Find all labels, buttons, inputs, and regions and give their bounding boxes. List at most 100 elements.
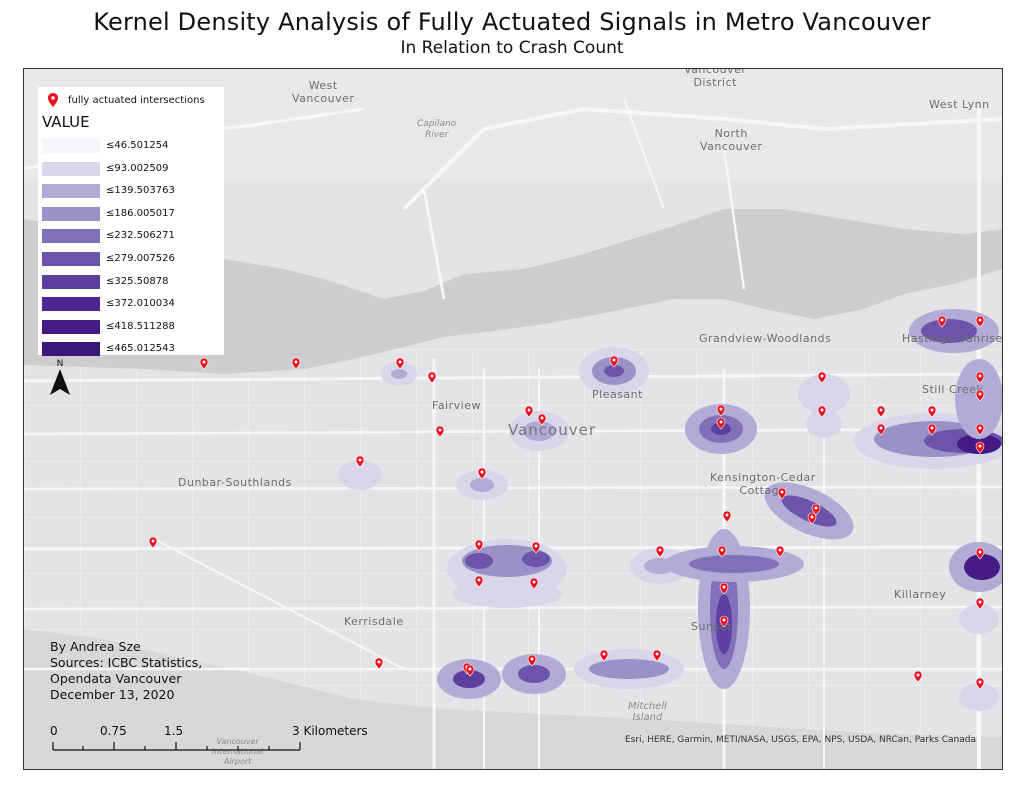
intersection-marker — [975, 441, 985, 454]
intersection-marker — [531, 541, 541, 554]
legend-marker-entry: fully actuated intersections — [48, 93, 205, 107]
legend-label: ≤186.005017 — [106, 207, 175, 219]
label-vancouver-airport: Vancouver International Airport — [212, 737, 264, 766]
basemap[interactable] — [24, 69, 1002, 769]
intersection-marker — [719, 582, 729, 595]
label-west-lynn: West Lynn — [929, 98, 990, 111]
credit-sources-2: Opendata Vancouver — [50, 671, 182, 686]
intersection-marker — [937, 315, 947, 328]
scale-bar-line — [52, 742, 301, 751]
intersection-marker — [291, 357, 301, 370]
legend-marker-label: fully actuated intersections — [68, 95, 205, 106]
attribution: Esri, HERE, Garmin, METI/NASA, USGS, EPA… — [624, 735, 976, 745]
intersection-marker — [474, 539, 484, 552]
legend-swatch — [42, 319, 100, 334]
intersection-marker — [599, 649, 609, 662]
intersection-marker — [817, 371, 827, 384]
label-killarney: Killarney — [894, 588, 947, 601]
intersection-marker — [927, 405, 937, 418]
intersection-marker — [427, 371, 437, 384]
legend-swatch — [42, 297, 100, 312]
legend-swatch — [42, 206, 100, 221]
intersection-marker — [537, 413, 547, 426]
legend-label: ≤279.007526 — [106, 253, 175, 264]
scale-tick-3km: 3 Kilometers — [292, 724, 368, 738]
intersection-marker — [477, 467, 487, 480]
intersection-marker — [374, 657, 384, 670]
intersection-marker — [811, 503, 821, 516]
label-north-vancouver: North Vancouver — [700, 127, 763, 153]
label-vancouver: Vancouver — [508, 421, 596, 439]
scale-bar: 0 0.75 1.5 3 Kilometers — [50, 724, 380, 754]
intersection-marker — [474, 575, 484, 588]
intersection-marker — [975, 371, 985, 384]
label-fairview: Fairview — [432, 399, 481, 412]
intersection-marker — [975, 597, 985, 610]
intersection-marker — [717, 545, 727, 558]
credit-sources-1: Sources: ICBC Statistics, — [50, 655, 203, 670]
intersection-marker — [148, 536, 158, 549]
intersection-marker — [527, 654, 537, 667]
credits: By Andrea Sze Sources: ICBC Statistics, … — [50, 639, 202, 703]
label-kensington-cedar-cottage: Kensington-Cedar Cottage — [710, 471, 816, 497]
intersection-marker — [609, 355, 619, 368]
intersection-marker — [435, 425, 445, 438]
legend-label: ≤93.002509 — [106, 162, 169, 174]
intersection-marker — [975, 423, 985, 436]
legend-swatch — [42, 184, 100, 199]
scale-tick-15: 1.5 — [164, 724, 184, 738]
map-title: Kernel Density Analysis of Fully Actuate… — [93, 8, 931, 36]
north-arrow-icon — [50, 369, 70, 395]
intersection-marker — [655, 545, 665, 558]
legend-label: ≤325.50878 — [106, 275, 169, 287]
intersection-markers — [148, 315, 985, 690]
legend-swatch — [42, 139, 100, 153]
intersection-marker — [913, 670, 923, 683]
fraser-river-water — [24, 629, 1002, 769]
label-north-vancouver-district: Vancouver District — [684, 68, 747, 89]
legend-value-title: VALUE — [42, 113, 90, 131]
legend-label: ≤46.501254 — [106, 140, 169, 151]
legend-swatch — [42, 342, 100, 357]
legend-label: ≤418.511288 — [106, 320, 175, 332]
label-kerrisdale: Kerrisdale — [344, 615, 404, 628]
map-subtitle: In Relation to Crash Count — [400, 38, 624, 58]
legend-label: ≤232.506271 — [106, 230, 175, 242]
map-pin-icon — [48, 93, 58, 107]
intersection-marker — [722, 510, 732, 523]
intersection-marker — [975, 547, 985, 560]
burrard-inlet-water — [24, 209, 1002, 374]
label-hastings-sunrise: Hastings-Sunrise — [902, 332, 1003, 345]
label-grandview-woodlands: Grandview-Woodlands — [699, 332, 832, 345]
intersection-marker — [652, 649, 662, 662]
scale-tick-0: 0 — [50, 724, 58, 738]
label-still-creek: Still Creek — [922, 383, 984, 396]
legend-swatch — [42, 161, 100, 176]
intersection-marker — [719, 615, 729, 628]
intersection-marker — [876, 405, 886, 418]
legend-swatch — [42, 252, 100, 266]
legend-label: ≤465.012543 — [106, 343, 175, 355]
intersection-marker — [927, 423, 937, 436]
legend-swatch — [42, 274, 100, 289]
intersection-marker — [524, 405, 534, 418]
map-frame[interactable]: West Vancouver Vancouver District North Van… — [23, 68, 1003, 770]
label-mitchell-island: Mitchell Island — [628, 701, 667, 723]
intersection-marker — [395, 357, 405, 370]
north-arrow: N — [50, 359, 70, 399]
intersection-marker — [817, 405, 827, 418]
legend-label: ≤139.503763 — [106, 185, 175, 197]
intersection-marker — [716, 404, 726, 417]
north-label: N — [56, 359, 64, 369]
legend: fully actuated intersections VALUE ≤46.5… — [38, 87, 224, 357]
intersection-marker — [876, 423, 886, 436]
credit-author: By Andrea Sze — [50, 639, 141, 654]
label-pleasant: Pleasant — [592, 388, 643, 401]
credit-date: December 13, 2020 — [50, 687, 175, 702]
intersection-marker — [199, 357, 209, 370]
intersection-marker — [807, 512, 817, 525]
legend-label: ≤372.010034 — [106, 298, 175, 310]
intersection-marker — [529, 577, 539, 590]
intersection-marker — [775, 545, 785, 558]
legend-swatch — [42, 229, 100, 244]
